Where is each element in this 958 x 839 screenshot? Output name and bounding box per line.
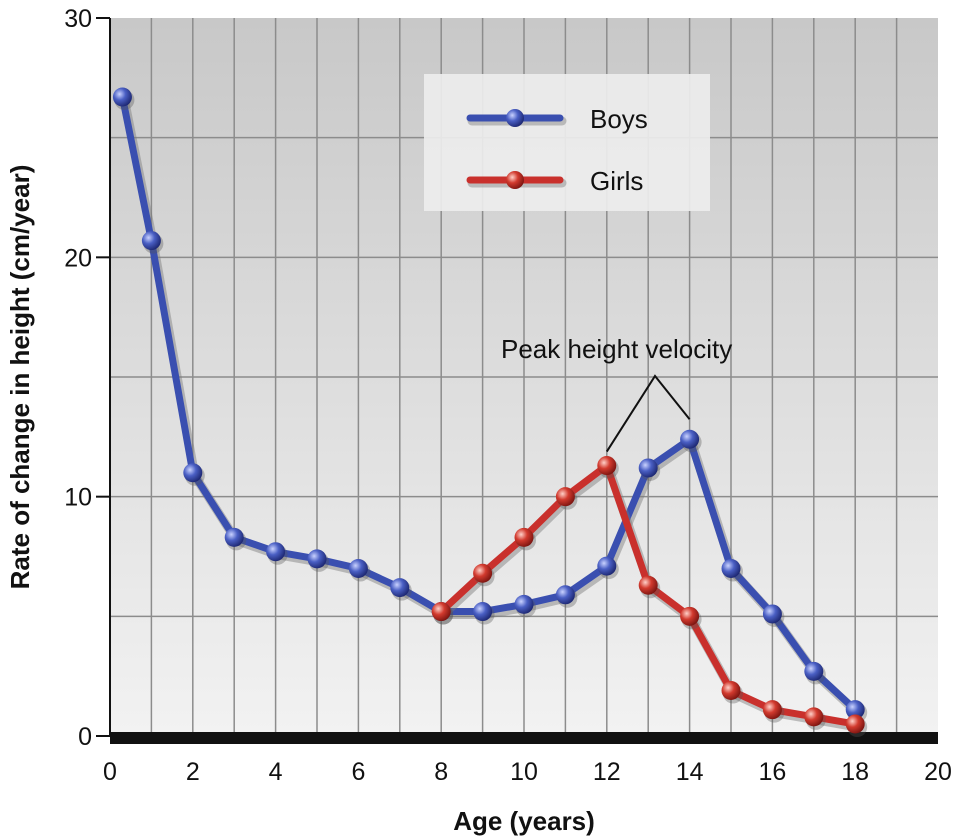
legend-label-girls: Girls — [590, 166, 643, 196]
x-tick-label: 8 — [434, 758, 448, 786]
x-tick-label: 18 — [841, 758, 869, 786]
data-point-girls — [638, 575, 658, 595]
data-point-boys — [473, 602, 493, 622]
x-tick-label: 6 — [351, 758, 365, 786]
data-point-girls — [721, 681, 741, 701]
data-point-boys — [845, 700, 865, 720]
data-point-boys — [224, 527, 244, 547]
x-axis-bar — [110, 732, 938, 744]
y-axis-title: Rate of change in height (cm/year) — [5, 165, 35, 590]
data-point-boys — [266, 542, 286, 562]
y-tick-label: 10 — [64, 484, 92, 512]
data-point-girls — [845, 714, 865, 734]
x-tick-label: 20 — [924, 758, 952, 786]
legend-box — [424, 74, 710, 211]
x-tick-label: 12 — [593, 758, 621, 786]
data-point-boys — [112, 87, 132, 107]
x-tick-label: 10 — [510, 758, 538, 786]
data-point-boys — [804, 661, 824, 681]
data-point-girls — [431, 602, 451, 622]
data-point-boys — [638, 458, 658, 478]
data-point-boys — [555, 585, 575, 605]
data-point-girls — [762, 700, 782, 720]
data-point-boys — [307, 549, 327, 569]
y-tick-label: 0 — [78, 723, 92, 751]
x-tick-label: 14 — [676, 758, 704, 786]
legend: Boys Girls — [424, 74, 710, 211]
legend-label-boys: Boys — [590, 104, 648, 134]
y-tick-label: 30 — [64, 5, 92, 33]
annotation-label: Peak height velocity — [501, 334, 732, 364]
data-point-boys — [762, 604, 782, 624]
data-point-boys — [597, 556, 617, 576]
data-point-boys — [721, 558, 741, 578]
data-point-girls — [680, 606, 700, 626]
x-tick-label: 0 — [103, 758, 117, 786]
data-point-boys — [141, 231, 161, 251]
data-point-girls — [555, 487, 575, 507]
legend-marker-boys — [506, 109, 524, 127]
y-tick-label: 20 — [64, 244, 92, 272]
data-point-boys — [183, 463, 203, 483]
axes: 0 10 20 30 0 2 4 6 8 10 12 14 16 18 20 — [64, 5, 952, 786]
annotation-leader-line — [605, 374, 691, 453]
data-point-boys — [680, 429, 700, 449]
series-layer — [112, 87, 868, 738]
data-point-girls — [514, 527, 534, 547]
data-point-girls — [597, 456, 617, 476]
x-tick-label: 2 — [186, 758, 200, 786]
x-tick-label: 4 — [269, 758, 283, 786]
data-point-boys — [390, 578, 410, 598]
data-point-girls — [804, 707, 824, 727]
data-point-girls — [473, 563, 493, 583]
data-point-boys — [514, 594, 534, 614]
x-tick-label: 16 — [758, 758, 786, 786]
data-point-boys — [348, 558, 368, 578]
annotation: Peak height velocity — [501, 334, 732, 453]
x-axis-title: Age (years) — [453, 806, 595, 836]
legend-marker-girls — [506, 171, 524, 189]
